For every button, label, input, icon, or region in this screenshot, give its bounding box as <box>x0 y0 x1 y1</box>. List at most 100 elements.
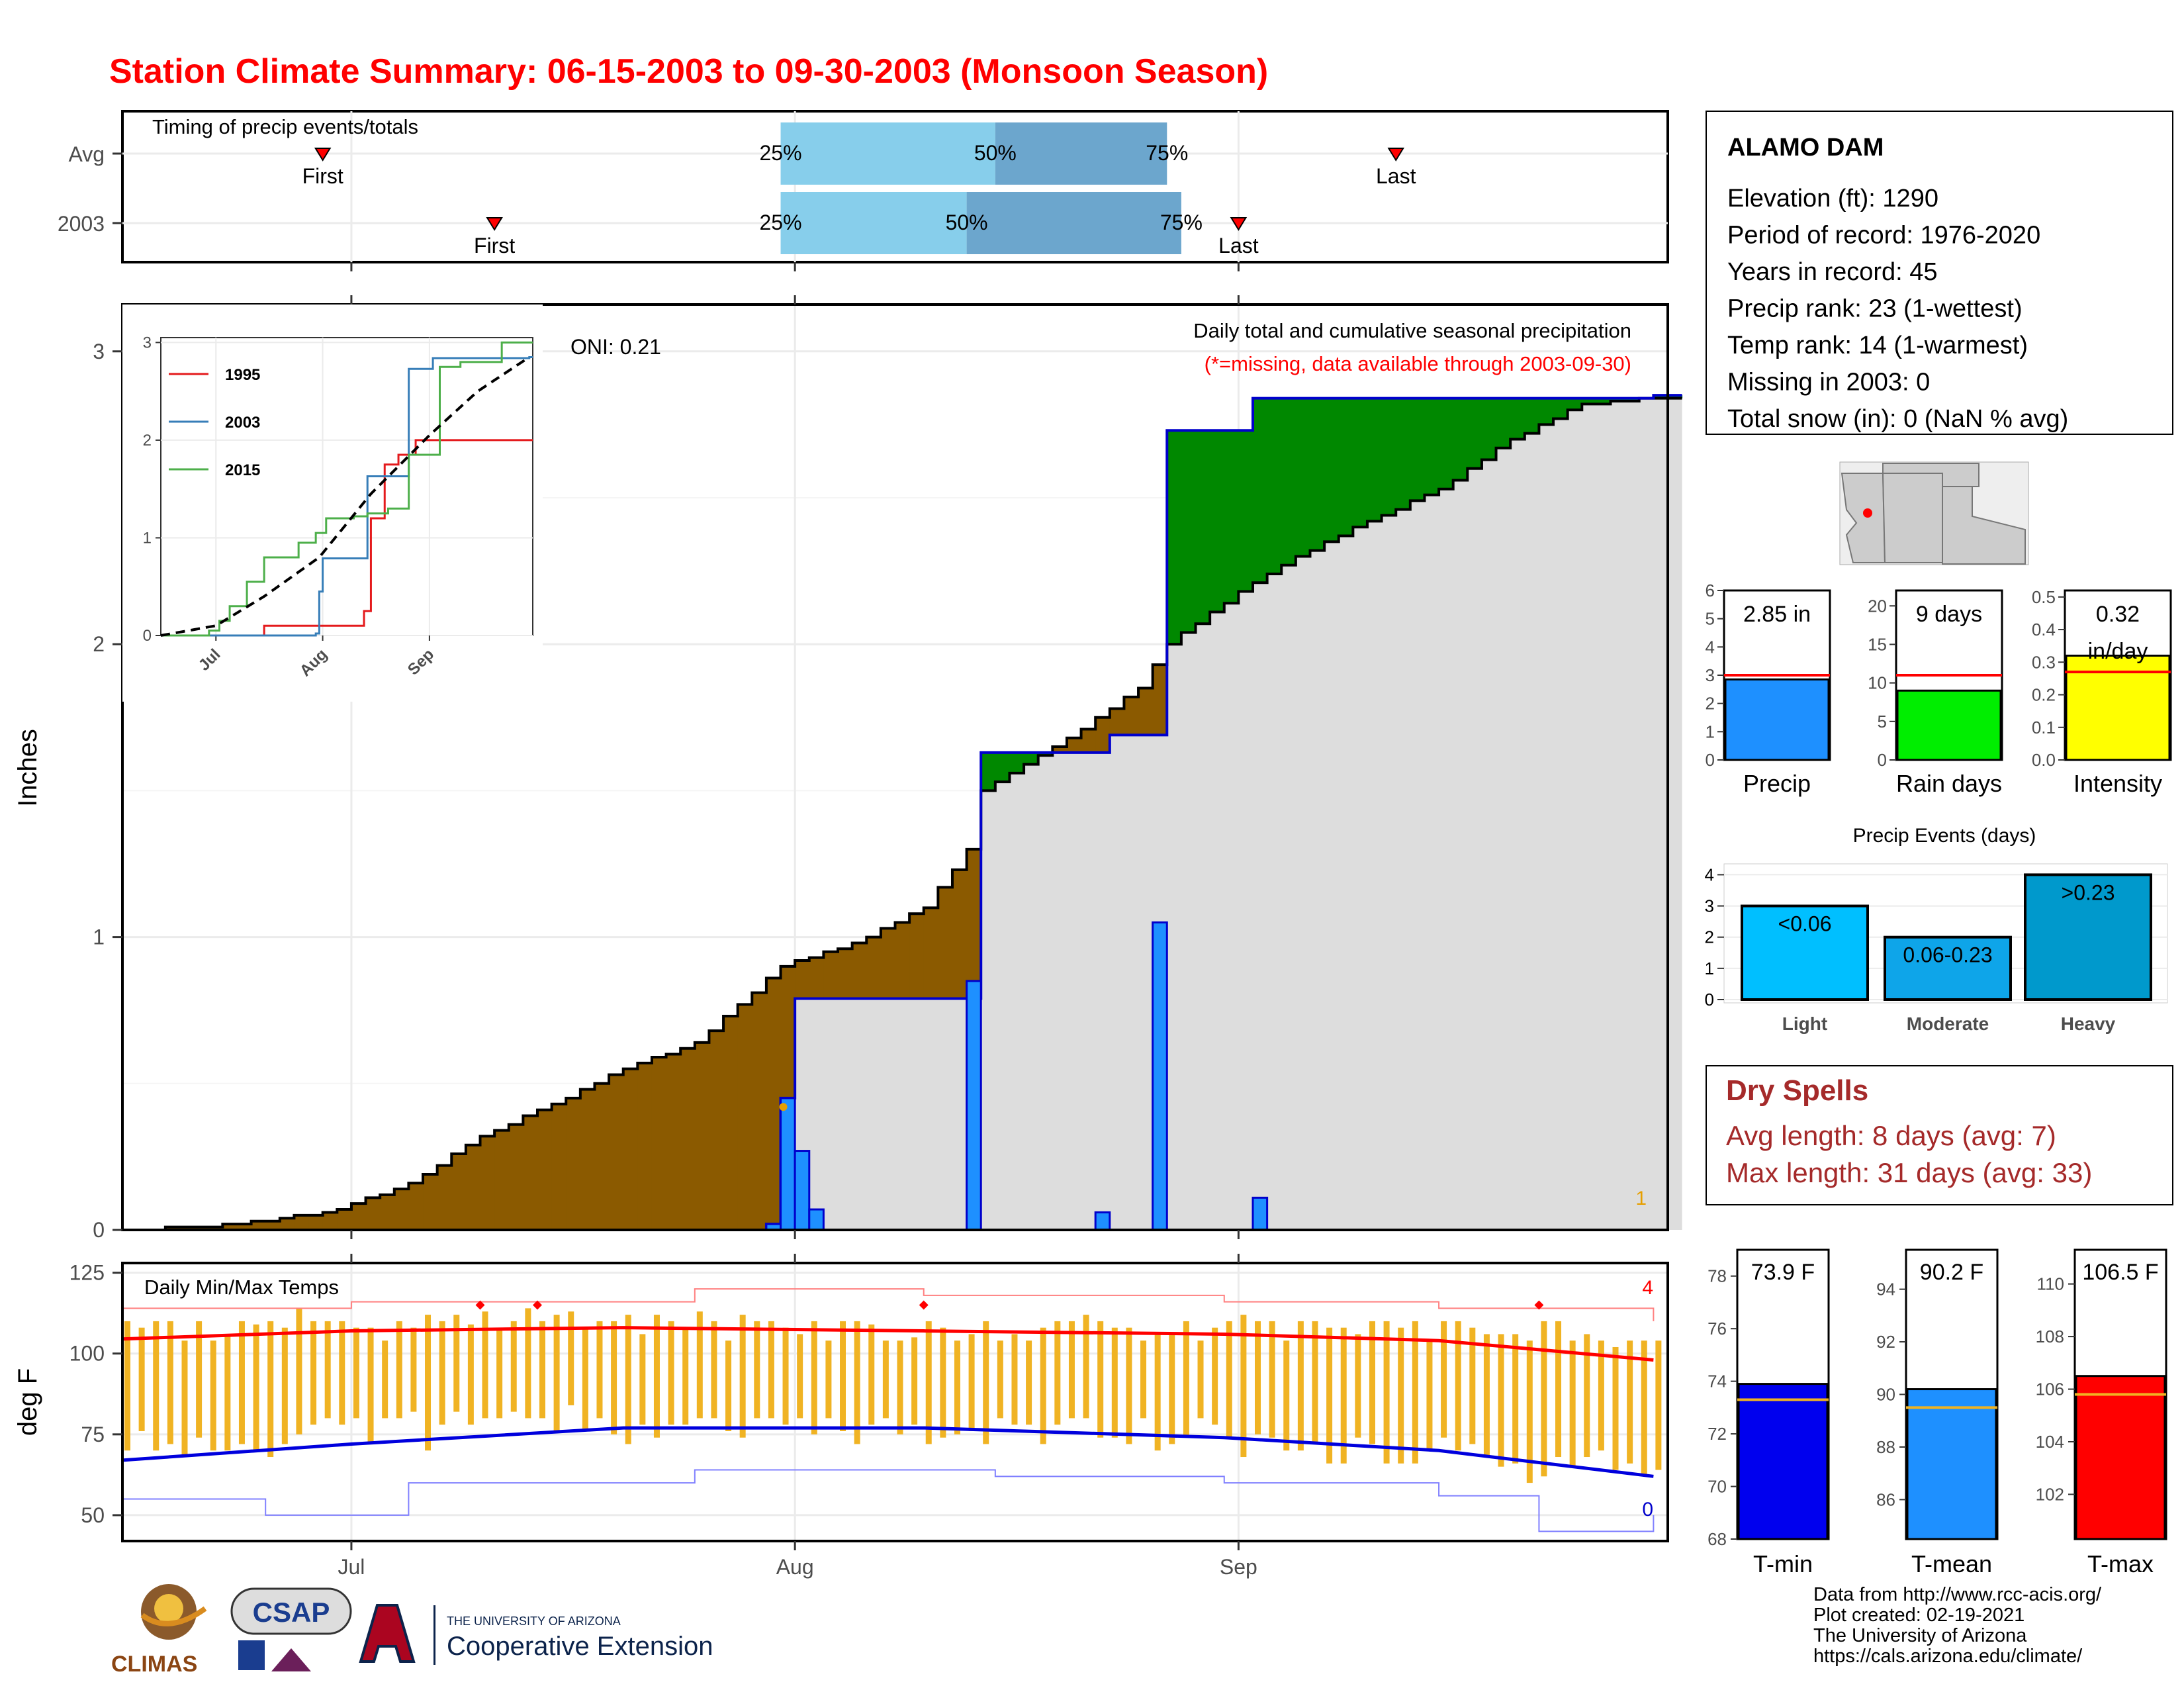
temp-summary-ytick-label: 74 <box>1707 1372 1727 1391</box>
daily-precip-bar <box>1251 1196 1269 1231</box>
inset-series-average <box>160 355 530 637</box>
precip-deficit-area <box>780 966 796 1098</box>
precip-deficit-area <box>551 1103 567 1230</box>
events-bar-light <box>1741 904 1869 1001</box>
inset-ytick-label: 0 <box>143 627 152 645</box>
station-info-box: ALAMO DAM Elevation (ft): 1290 Period of … <box>1706 111 2173 435</box>
summary-bar-ytick-label: 0.4 <box>2032 620 2056 639</box>
precip-common-area <box>122 398 1682 1231</box>
precip-surplus-area <box>1038 752 1053 756</box>
daily-temp-bar <box>353 1327 359 1419</box>
precip-deficit-area <box>179 1227 195 1230</box>
daily-temp-bar <box>1297 1321 1304 1451</box>
events-category-label: Heavy <box>2061 1013 2116 1034</box>
daily-temp-bar <box>224 1334 231 1451</box>
events-bar-moderate <box>1884 935 2012 1001</box>
climas-logo: CLIMAS <box>111 1584 207 1677</box>
events-category-label: Light <box>1782 1013 1827 1034</box>
precip-deficit-area <box>823 951 839 999</box>
record-high-marker <box>475 1300 485 1310</box>
precip-surplus-area <box>1496 398 1511 448</box>
daily-precip-bar <box>780 1097 796 1231</box>
precip-surplus-area <box>1424 398 1439 495</box>
figure-title: Station Climate Summary: 06-15-2003 to 0… <box>109 52 1268 91</box>
daily-temp-bar <box>911 1337 918 1425</box>
temp-ytick-label: 75 <box>81 1423 105 1446</box>
daily-temp-bar <box>138 1327 145 1431</box>
station-name: ALAMO DAM <box>1727 134 1884 162</box>
daily-temp-bar <box>983 1321 989 1444</box>
precip-panel: 0 1 2 3 Inches Daily total and cumulative s… <box>13 295 1683 1242</box>
summary-bar-ytick-label: 2 <box>1706 694 1715 714</box>
temp-summary-ytick-label: 88 <box>1876 1437 1895 1457</box>
timing-first-marker <box>486 217 503 231</box>
daily-temp-bar <box>1512 1334 1519 1464</box>
precip-deficit-area <box>337 1209 352 1230</box>
precip-deficit-area <box>923 908 938 999</box>
precip-deficit-area <box>208 1227 223 1230</box>
timing-first-label: First <box>302 164 343 188</box>
precip-deficit-area <box>322 1212 338 1230</box>
daily-temp-bar <box>1111 1327 1118 1438</box>
timing-p50-label: 50% <box>946 211 988 234</box>
events-bar-heavy <box>2024 873 2152 1002</box>
precip-deficit-area <box>480 1136 495 1230</box>
temp-summary-ytick-label: 108 <box>2036 1327 2064 1346</box>
temp-ylabel: deg F <box>13 1368 42 1436</box>
timing-last-label: Last <box>1218 234 1259 258</box>
summary-bar-ytick-label: 6 <box>1706 581 1715 600</box>
precip-surplus-area <box>1024 752 1039 765</box>
daily-precip-bar <box>966 980 982 1231</box>
precip-deficit-area <box>251 1221 266 1230</box>
summary-bar-value: 2.85 in <box>1743 602 1811 627</box>
daily-temp-bar <box>1369 1321 1375 1444</box>
daily-temp-bar <box>811 1321 817 1434</box>
precip-deficit-area <box>1124 696 1139 735</box>
inset-legend-label: 1995 <box>225 366 260 384</box>
precip-surplus-area <box>1181 430 1197 633</box>
daily-temp-bar <box>1584 1334 1590 1458</box>
oni-label: ONI: 0.21 <box>570 335 661 359</box>
precip-surplus-area <box>1467 398 1482 469</box>
precip-missing-note: (*=missing, data available through 2003-… <box>1205 352 1631 375</box>
timing-p50-label: 50% <box>974 141 1017 165</box>
daily-temp-bar <box>1627 1340 1633 1464</box>
climas-logo-swoosh <box>140 1606 207 1626</box>
daily-temp-bar <box>954 1340 960 1434</box>
timing-row-label: 2003 <box>58 212 105 236</box>
daily-temp-bar <box>1083 1315 1089 1419</box>
climas-logo-text: CLIMAS <box>111 1652 197 1677</box>
temp-summary-ytick-label: 68 <box>1707 1529 1727 1549</box>
precip-surplus-area <box>995 752 1010 782</box>
daily-temp-bar <box>897 1340 903 1434</box>
temp-summary-t-mean: 90.2 F 86 88 90 92 94 T-mean <box>1876 1248 1999 1577</box>
station-info-line: Precip rank: 23 (1-wettest) <box>1727 295 2023 323</box>
summary-bar-name: Rain days <box>1896 770 2002 797</box>
daily-temp-bar <box>1097 1321 1104 1438</box>
precip-deficit-area <box>594 1083 610 1230</box>
summary-bar-ytick-label: 0.2 <box>2032 685 2056 705</box>
daily-temp-bar <box>396 1321 402 1419</box>
record-high-marker <box>919 1300 929 1310</box>
summary-bar-ytick-label: 10 <box>1868 673 1887 693</box>
ua-logo-divider <box>433 1605 435 1665</box>
inset-series-2015 <box>161 341 533 637</box>
precip-ytick-label: 2 <box>93 632 105 656</box>
precip-ytick-label: 3 <box>93 340 105 363</box>
daily-temp-bar <box>324 1321 331 1419</box>
timing-bar-50-75 <box>966 192 1181 254</box>
precip-deficit-area <box>494 1130 510 1230</box>
map-state-newmexico <box>1882 473 1943 563</box>
footer-line: https://cals.arizona.edu/climate/ <box>1813 1646 2083 1667</box>
record-high-marker <box>1534 1300 1544 1310</box>
temp-panel-background <box>122 1263 1668 1541</box>
precip-deficit-area <box>694 1042 709 1230</box>
precip-ytick-label: 0 <box>93 1218 105 1242</box>
daily-temp-bar <box>754 1321 760 1419</box>
temp-record-high-count: 4 <box>1642 1277 1653 1299</box>
footer-line: Data from http://www.rcc-acis.org/ <box>1813 1584 2102 1605</box>
daily-temp-bar <box>868 1324 875 1425</box>
daily-temp-bar <box>940 1327 946 1438</box>
temp-ytick-label: 50 <box>81 1503 105 1527</box>
daily-temp-bar <box>1154 1334 1161 1451</box>
